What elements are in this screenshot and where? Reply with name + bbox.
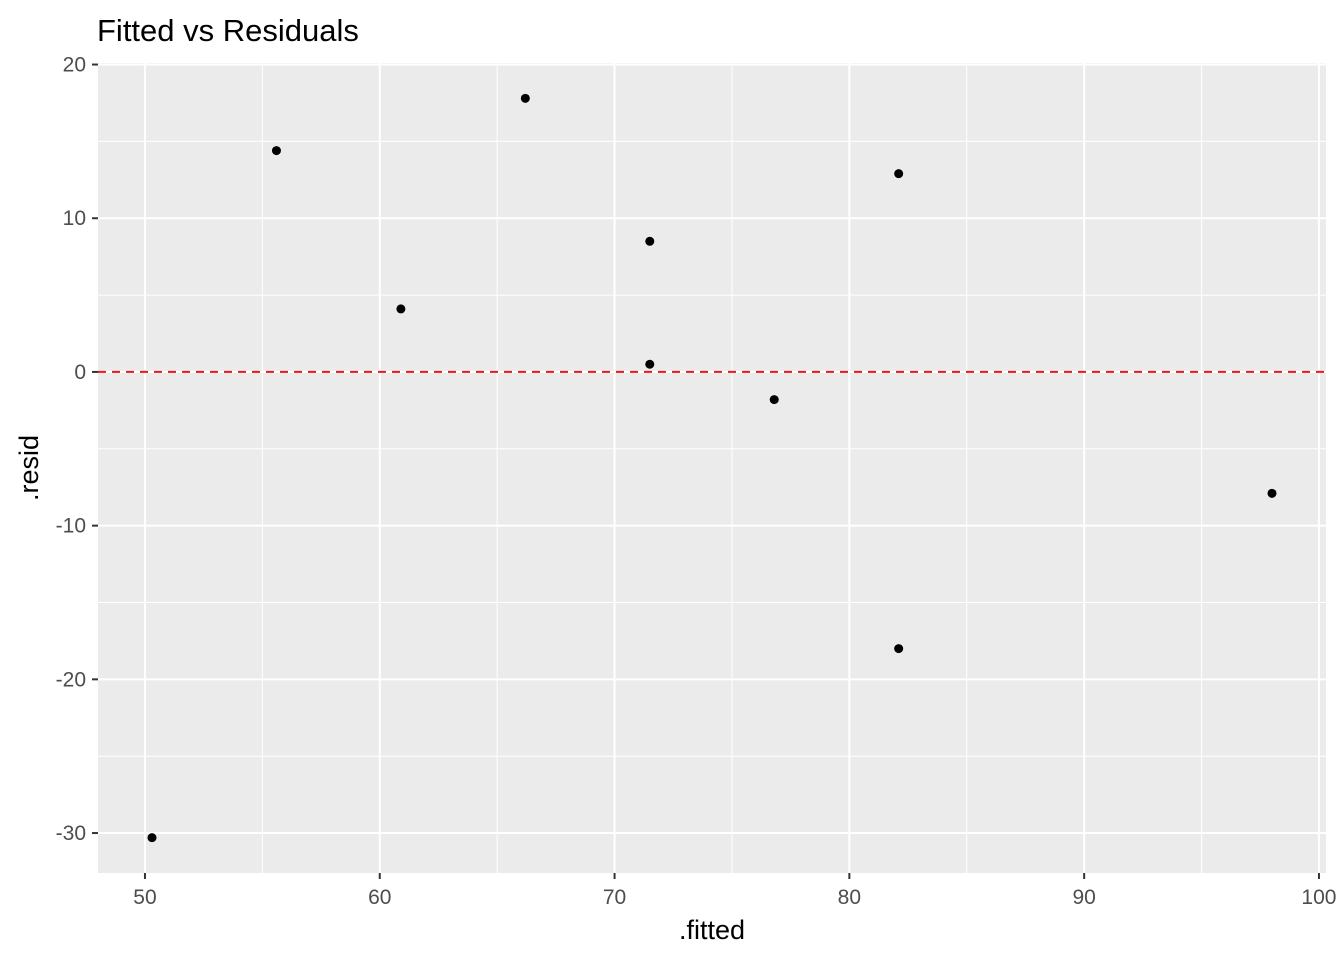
data-point bbox=[396, 304, 406, 314]
y-tick-label: -30 bbox=[56, 822, 86, 845]
x-tick-label: 70 bbox=[603, 886, 626, 909]
x-tick-label: 60 bbox=[368, 886, 391, 909]
data-point bbox=[271, 146, 281, 156]
grid-lines bbox=[98, 63, 1326, 873]
data-point bbox=[1267, 488, 1277, 498]
x-tick-label: 50 bbox=[133, 886, 156, 909]
y-axis-label: .resid bbox=[14, 435, 44, 501]
x-tick-label: 90 bbox=[1072, 886, 1095, 909]
chart-title: Fitted vs Residuals bbox=[97, 13, 359, 48]
data-point bbox=[894, 644, 904, 654]
data-point bbox=[645, 359, 655, 369]
data-point bbox=[645, 236, 655, 246]
plot-panel bbox=[98, 63, 1326, 873]
data-point bbox=[769, 395, 779, 405]
y-tick-label: 0 bbox=[74, 361, 86, 384]
data-point bbox=[520, 93, 530, 103]
y-tick-label: 20 bbox=[63, 54, 86, 77]
y-tick-label: -20 bbox=[56, 668, 86, 691]
x-tick-label: 100 bbox=[1301, 886, 1336, 909]
data-point bbox=[894, 169, 904, 179]
x-tick-label: 80 bbox=[838, 886, 861, 909]
data-point bbox=[147, 833, 157, 843]
y-tick-label: -10 bbox=[56, 515, 86, 538]
data-points bbox=[147, 93, 1277, 843]
y-tick-label: 10 bbox=[63, 207, 86, 230]
x-axis-label: .fitted bbox=[679, 915, 745, 945]
